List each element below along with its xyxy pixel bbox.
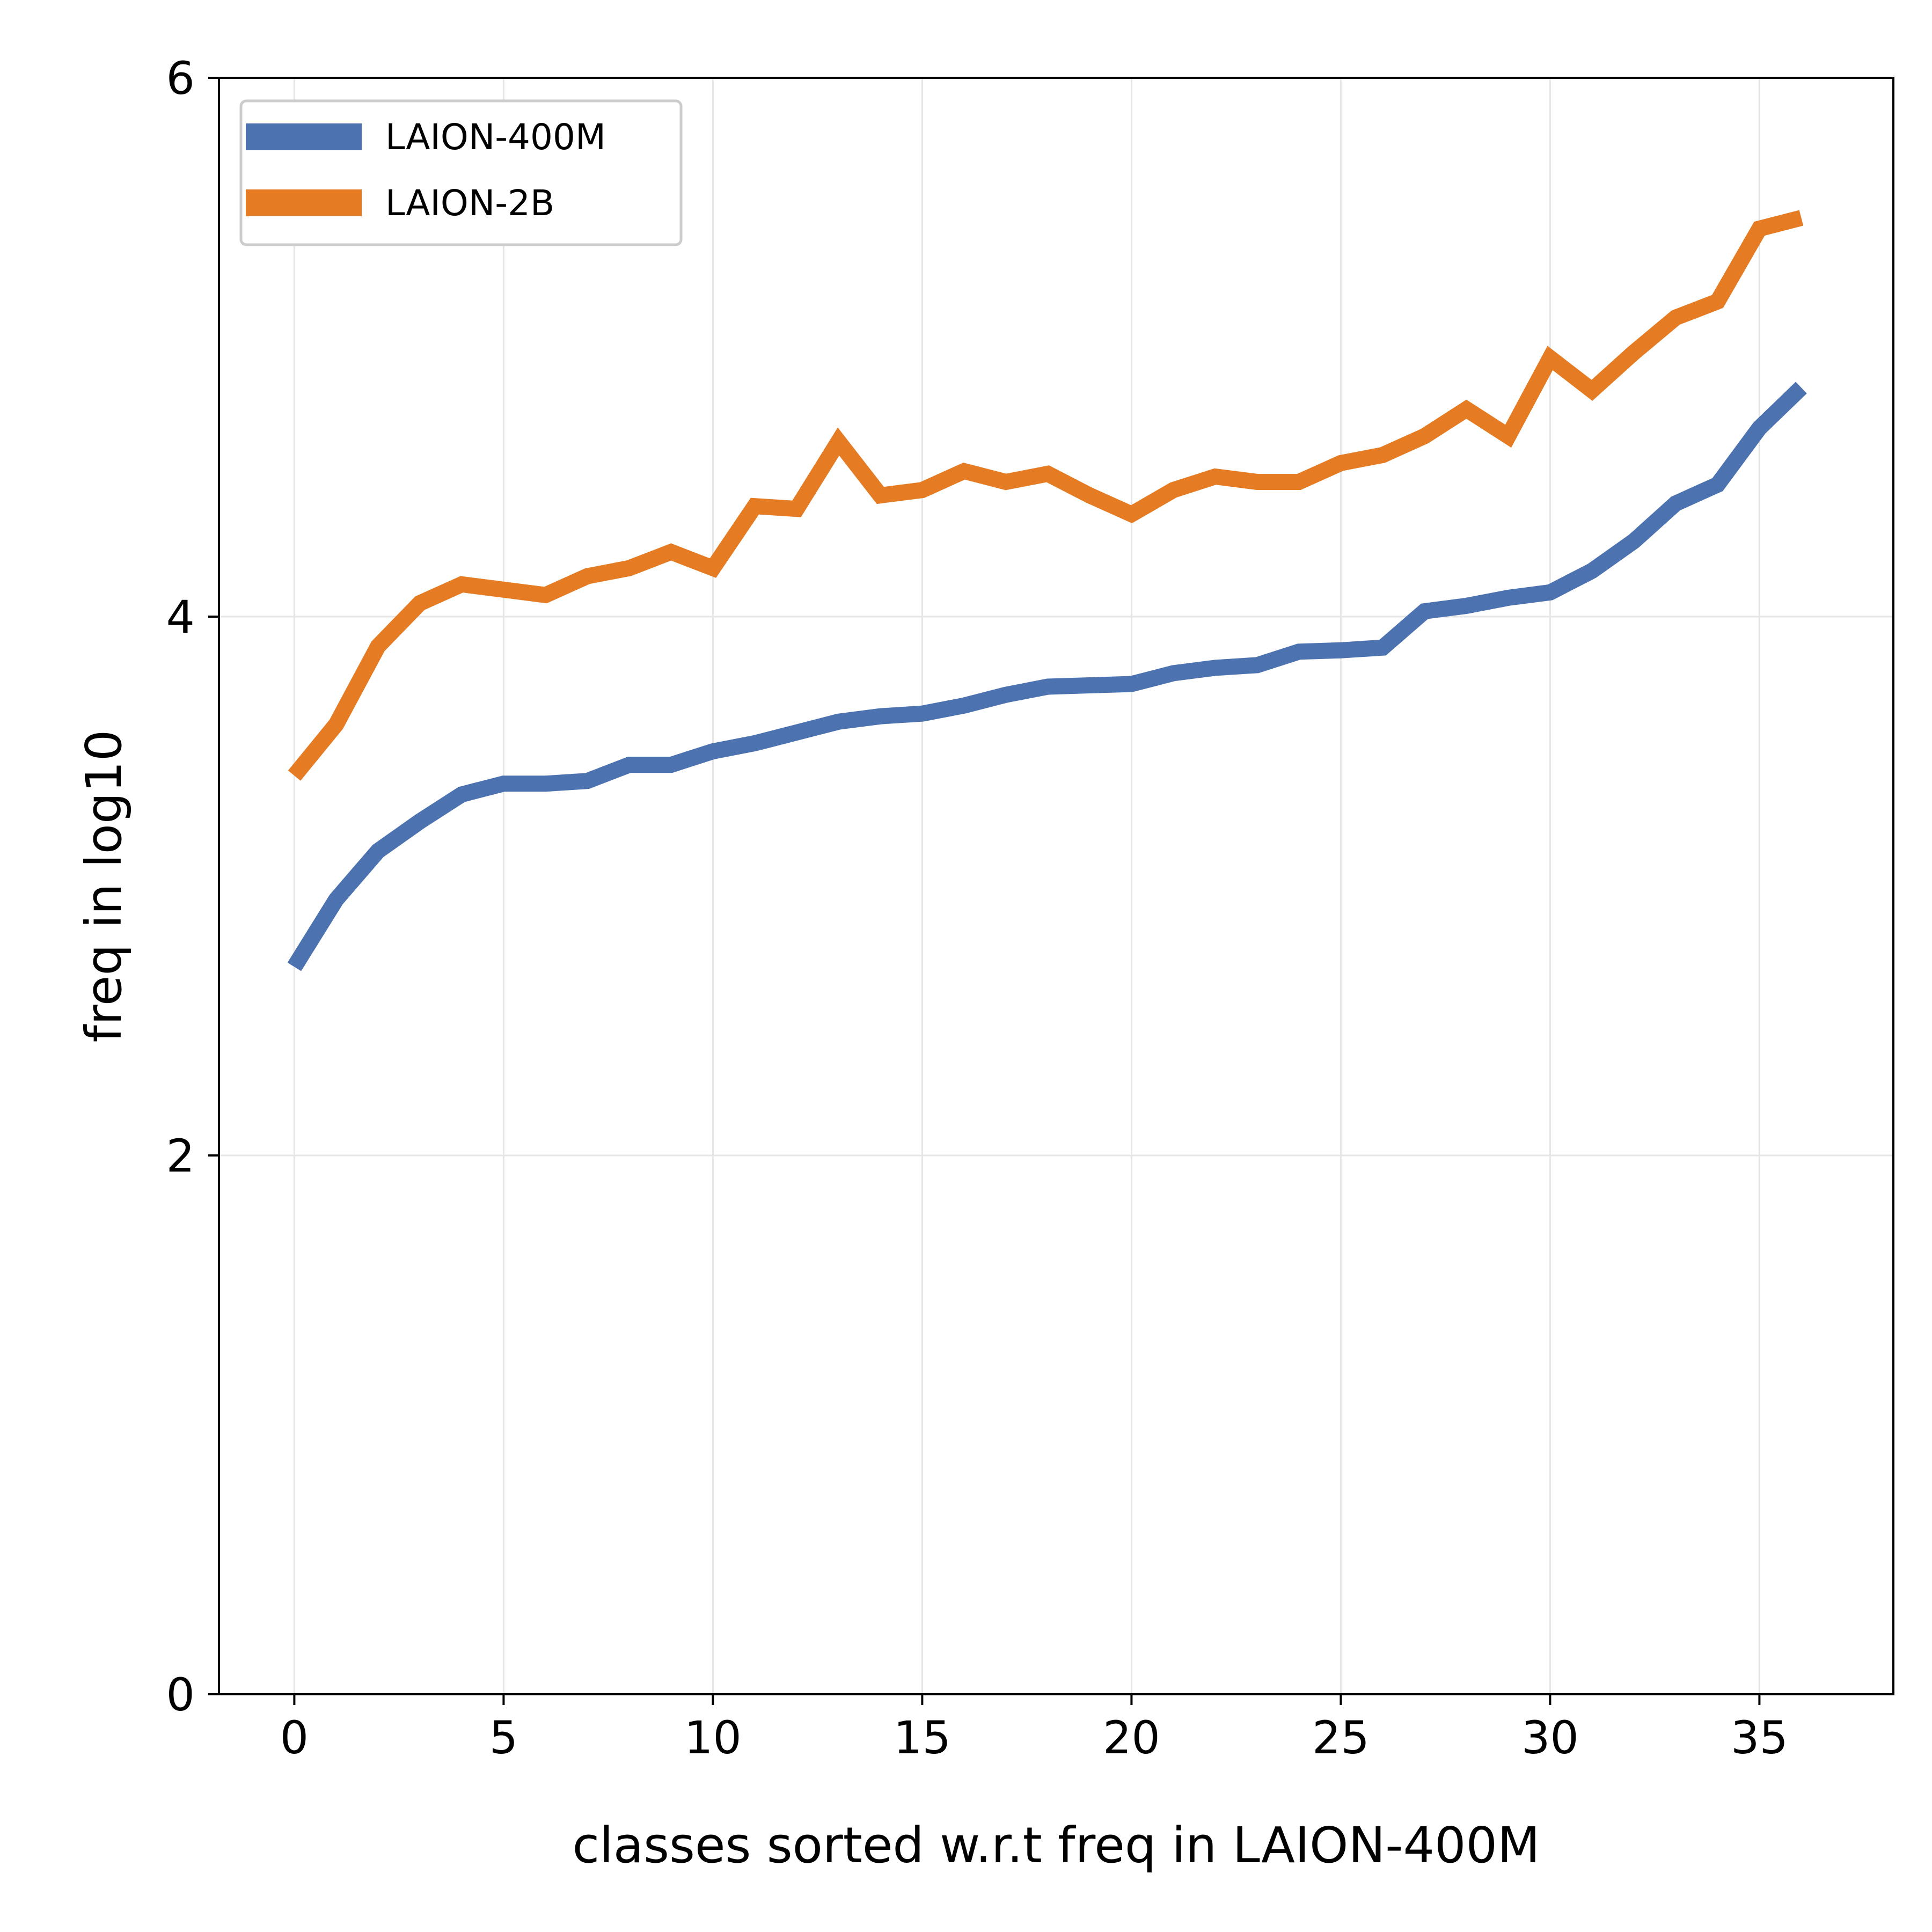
y-tick-label: 2 [166,1130,195,1182]
x-tick-label: 35 [1731,1711,1788,1764]
x-tick-label: 0 [280,1711,309,1764]
series-line-laion-2b [288,210,1804,781]
axis-ticks: 0 5 10 15 20 25 30 35 0 2 4 6 [166,52,1788,1764]
plot-frame [218,77,1894,1695]
series-line-laion-400m [287,382,1807,971]
x-axis-title: classes sorted w.r.t freq in LAION-400M [573,1817,1540,1874]
x-tick-label: 5 [489,1711,518,1764]
legend-label-laion-2b: LAION-2B [385,182,554,224]
x-tick-label: 15 [894,1711,951,1764]
y-tick-label: 6 [166,52,195,105]
x-tick-label: 10 [684,1711,742,1764]
y-tick-label: 4 [166,591,195,643]
legend-label-laion-400m: LAION-400M [385,116,606,158]
legend: LAION-400M LAION-2B [239,99,683,246]
grid [219,77,1893,1695]
x-tick-label: 25 [1312,1711,1370,1764]
x-tick-label: 20 [1103,1711,1160,1764]
y-tick-label: 0 [166,1668,195,1721]
y-axis-title: freq in log10 [75,730,133,1043]
series-lines [287,210,1807,971]
x-tick-label: 30 [1521,1711,1579,1764]
